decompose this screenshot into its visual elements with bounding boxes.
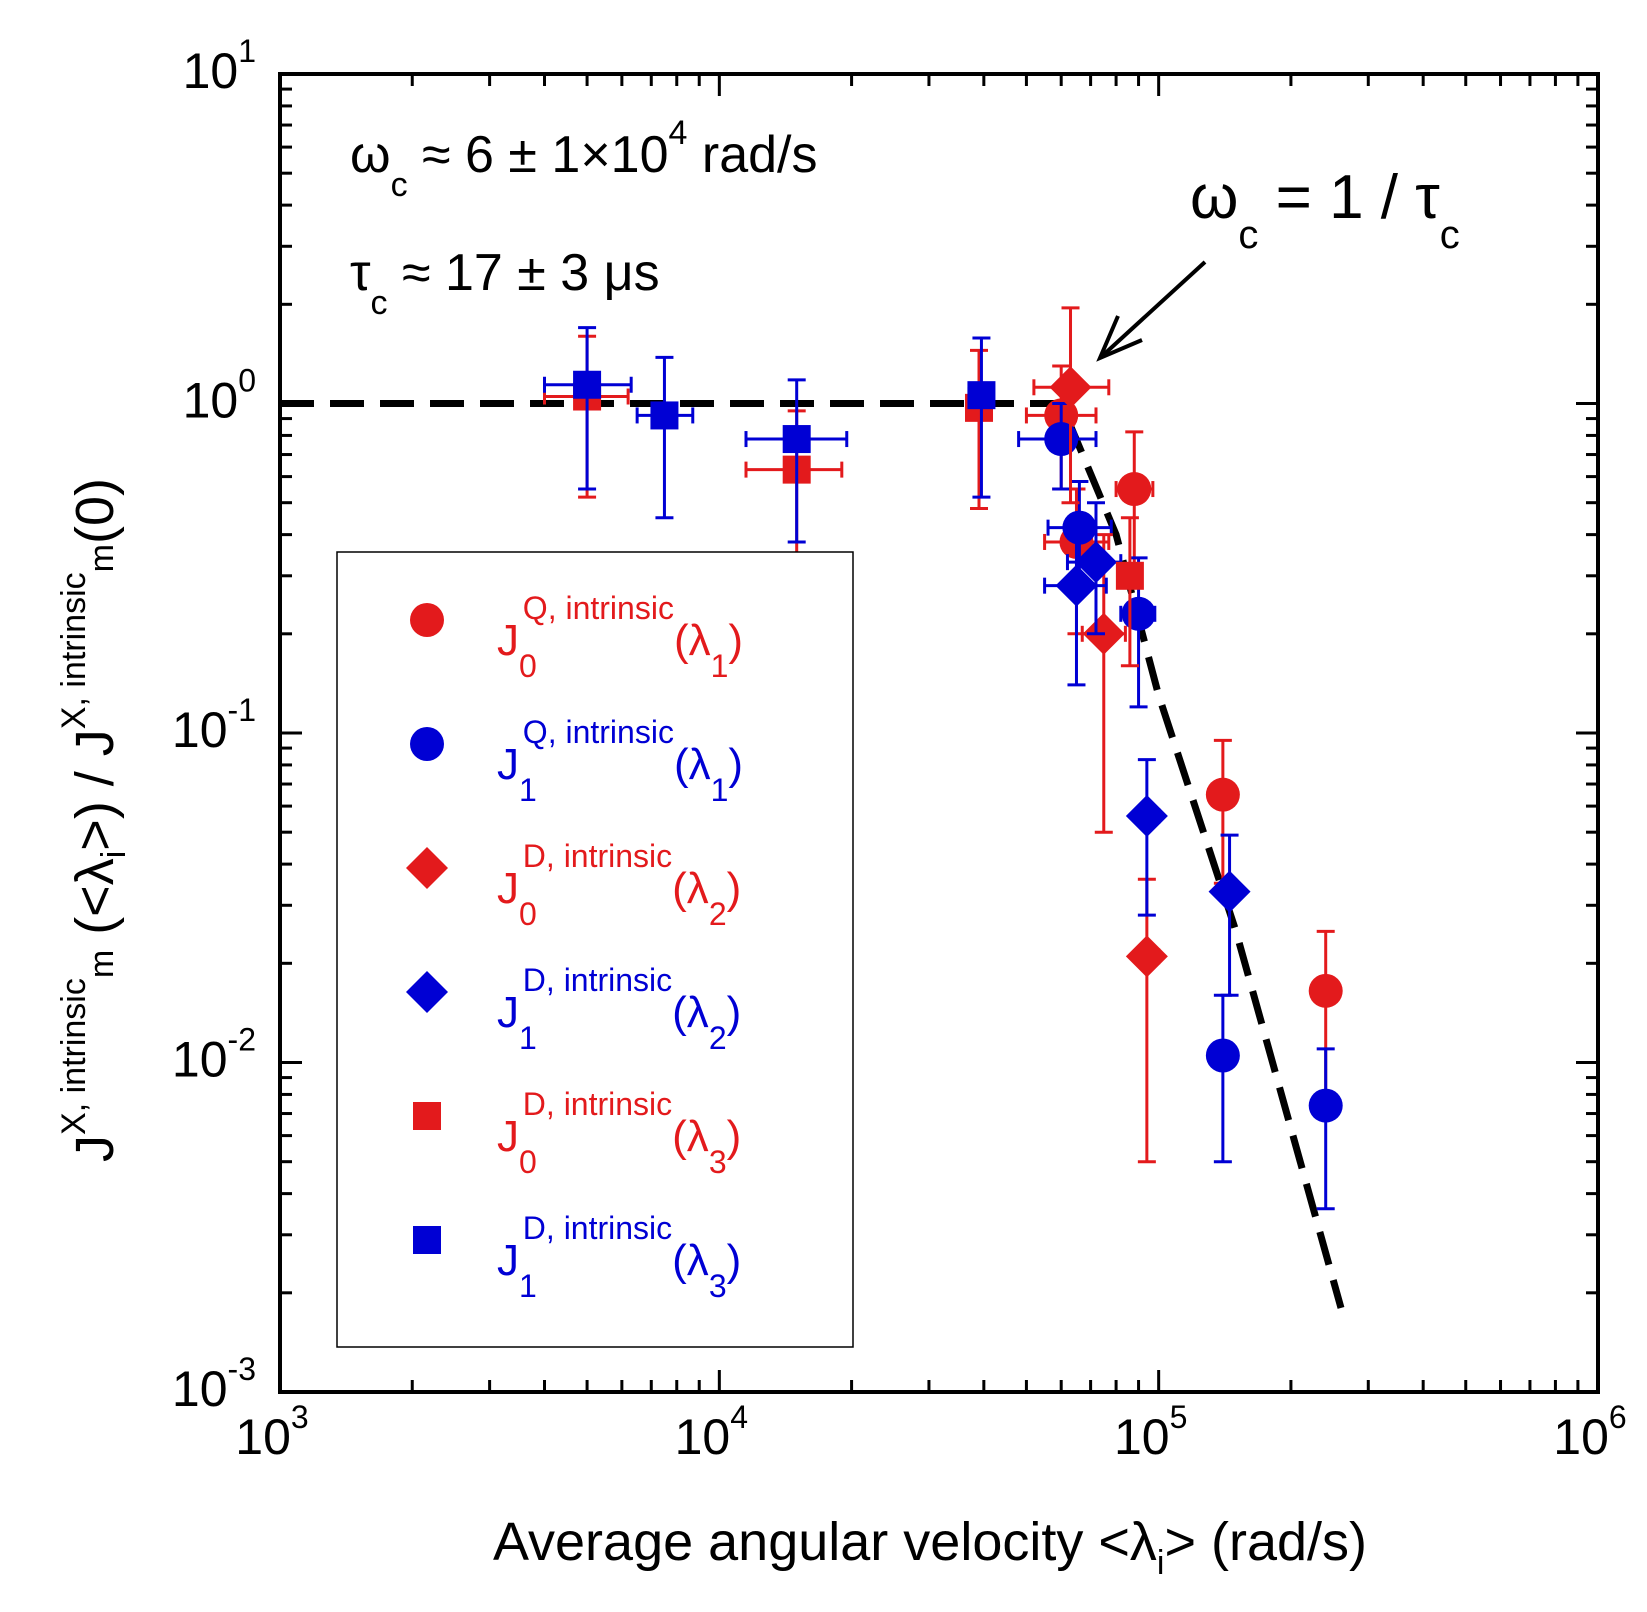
axis-ticks: 103 104 105 106 10-3 10-2 10-1 100 101 — [172, 33, 1627, 1465]
x-tick-label: 106 — [1553, 1399, 1626, 1465]
series-j0d — [1032, 306, 1168, 1164]
data-point-diamond — [1074, 541, 1117, 584]
error-bar — [1134, 877, 1161, 1164]
data-point-square — [573, 370, 602, 399]
data-point-circle — [1205, 1038, 1240, 1073]
legend-entry-j0q: J0Q, intrinsic(λ1) — [410, 590, 743, 684]
data-point-circle — [1308, 1088, 1343, 1123]
series-j1d — [1043, 501, 1251, 997]
data-point-square — [1115, 561, 1144, 590]
annotation-omega-c: ωc ≈ 6 ± 1×104 rad/s — [350, 114, 818, 204]
data-point-circle — [1117, 472, 1152, 507]
x-tick-label: 103 — [235, 1399, 308, 1465]
data-point-diamond — [1125, 794, 1168, 837]
legend-entry-j0d3: J0D, intrinsic(λ3) — [413, 1086, 741, 1180]
data-point-square — [650, 401, 679, 430]
y-tick-label: 10-1 — [172, 692, 256, 758]
legend-entry-j1d: J1D, intrinsic(λ2) — [406, 962, 741, 1056]
y-tick-label: 10-2 — [172, 1022, 256, 1088]
legend-marker — [413, 1102, 441, 1130]
error-bar — [1316, 1047, 1335, 1211]
error-bar — [1213, 993, 1233, 1164]
legend-label: J1Q, intrinsic(λ1) — [497, 714, 743, 808]
legend-marker — [410, 603, 444, 637]
data-point-circle — [1205, 777, 1240, 812]
error-bar — [1134, 758, 1161, 917]
legend-marker — [406, 847, 448, 889]
legend: J0Q, intrinsic(λ1) J1Q, intrinsic(λ1) J0D,… — [336, 551, 854, 1348]
data-point-square — [782, 425, 811, 454]
data-point-circle — [1308, 973, 1343, 1008]
x-tick-label: 104 — [675, 1399, 748, 1465]
annotation-tau-c: τc ≈ 17 ± 3 μs — [350, 244, 660, 322]
data-point-circle — [1121, 596, 1156, 631]
data-point-square — [967, 381, 996, 410]
legend-marker — [406, 971, 448, 1013]
legend-marker — [413, 1226, 441, 1254]
annotation-crossover: ωc = 1 / τc — [1190, 163, 1460, 257]
y-tick-label: 101 — [183, 33, 256, 99]
legend-entry-j0d: J0D, intrinsic(λ2) — [406, 838, 741, 932]
y-tick-label: 100 — [183, 363, 256, 429]
data-point-diamond — [1055, 564, 1098, 607]
legend-entry-j1q: J1Q, intrinsic(λ1) — [410, 714, 743, 808]
series-j0q — [1024, 364, 1343, 1096]
series-j1q — [1017, 402, 1343, 1211]
legend-label: J0D, intrinsic(λ2) — [497, 838, 741, 932]
data-point-circle — [1044, 422, 1079, 457]
data-point-diamond — [1049, 366, 1092, 409]
legend-label: J0Q, intrinsic(λ1) — [497, 590, 743, 684]
crossover-arrow — [1096, 260, 1207, 362]
legend-marker — [410, 727, 444, 761]
x-axis-label: Average angular velocity <λi> (rad/s) — [493, 1512, 1367, 1582]
y-axis-label: JX, intrinsicm (<λi>) / JX, intrinsicm(0… — [55, 478, 133, 1162]
legend-label: J1D, intrinsic(λ2) — [497, 962, 741, 1056]
legend-label: J0D, intrinsic(λ3) — [497, 1086, 741, 1180]
data-point-diamond — [1125, 935, 1168, 978]
legend-entry-j1d3: J1D, intrinsic(λ3) — [413, 1210, 741, 1304]
series-j1d3 — [543, 326, 996, 544]
data-series-layer — [543, 306, 1343, 1211]
data-point-diamond — [1208, 870, 1251, 913]
error-bar — [635, 355, 695, 520]
y-tick-label: 10-3 — [172, 1351, 256, 1417]
x-tick-label: 105 — [1114, 1399, 1187, 1465]
error-bar — [543, 326, 633, 491]
legend-label: J1D, intrinsic(λ3) — [497, 1210, 741, 1304]
error-bar — [967, 348, 991, 511]
